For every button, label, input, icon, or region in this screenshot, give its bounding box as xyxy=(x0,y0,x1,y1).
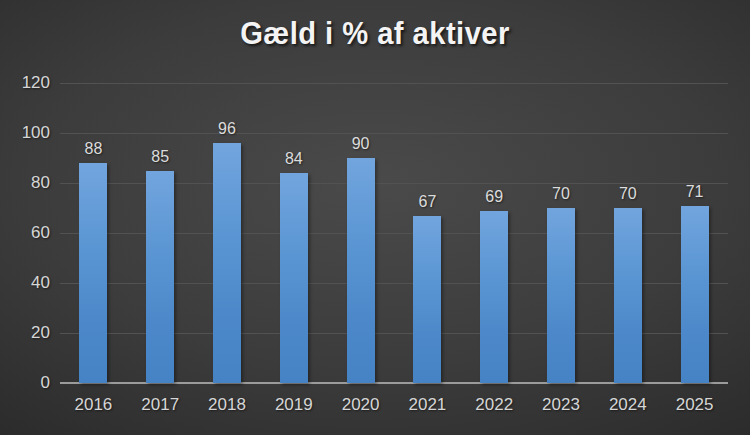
bar-2024 xyxy=(614,208,642,383)
slide-background: Gæld i % af aktiver 02040608010012088201… xyxy=(0,0,750,435)
bar-value-label-2020: 90 xyxy=(327,135,394,158)
gridline-120 xyxy=(60,83,728,84)
y-axis-label-0: 0 xyxy=(0,373,50,393)
chart-title: Gæld i % af aktiver xyxy=(23,16,728,52)
x-axis-label-2024: 2024 xyxy=(594,395,661,415)
x-axis-label-2018: 2018 xyxy=(194,395,261,415)
bar-value-label-2023: 70 xyxy=(528,185,595,208)
x-axis-label-2025: 2025 xyxy=(661,395,728,415)
x-axis-label-2016: 2016 xyxy=(60,395,127,415)
plot-area: 0204060801001208820168520179620188420199… xyxy=(60,83,728,383)
x-axis-label-2023: 2023 xyxy=(528,395,595,415)
bar-2018 xyxy=(213,143,241,383)
y-axis-label-80: 80 xyxy=(0,173,50,193)
gridline-100 xyxy=(60,133,728,134)
bar-value-label-2025: 71 xyxy=(661,183,728,206)
y-axis-label-40: 40 xyxy=(0,273,50,293)
x-axis-label-2017: 2017 xyxy=(127,395,194,415)
y-axis-label-120: 120 xyxy=(0,73,50,93)
bar-2023 xyxy=(547,208,575,383)
bar-value-label-2024: 70 xyxy=(594,185,661,208)
bar-2016 xyxy=(79,163,107,383)
bar-2021 xyxy=(413,216,441,384)
x-axis-label-2022: 2022 xyxy=(461,395,528,415)
bar-2019 xyxy=(280,173,308,383)
x-axis-label-2020: 2020 xyxy=(327,395,394,415)
bar-value-label-2019: 84 xyxy=(260,150,327,173)
bar-value-label-2016: 88 xyxy=(60,140,127,163)
y-axis-label-20: 20 xyxy=(0,323,50,343)
y-axis-label-60: 60 xyxy=(0,223,50,243)
bar-value-label-2021: 67 xyxy=(394,193,461,216)
bar-value-label-2018: 96 xyxy=(194,120,261,143)
bar-2025 xyxy=(681,206,709,384)
bar-2017 xyxy=(146,171,174,384)
y-axis-label-100: 100 xyxy=(0,123,50,143)
bar-2022 xyxy=(480,211,508,384)
bar-value-label-2017: 85 xyxy=(127,148,194,171)
bar-value-label-2022: 69 xyxy=(461,188,528,211)
bar-2020 xyxy=(347,158,375,383)
x-axis-label-2019: 2019 xyxy=(260,395,327,415)
x-axis-label-2021: 2021 xyxy=(394,395,461,415)
